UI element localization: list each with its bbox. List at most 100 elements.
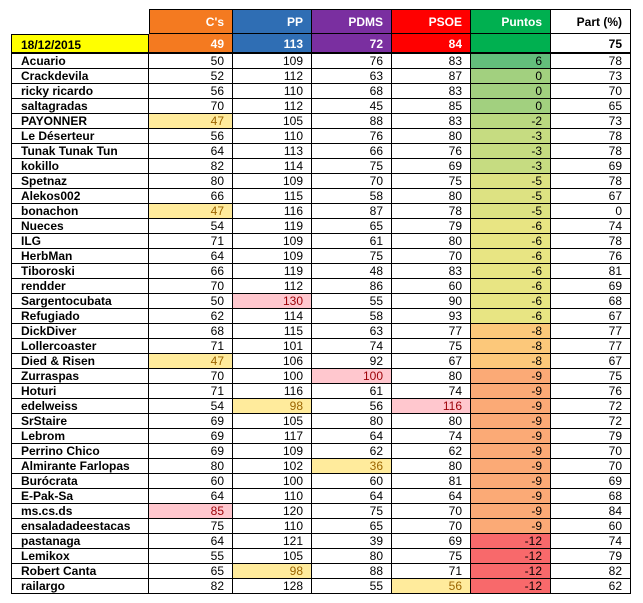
cell-pp: 114 bbox=[233, 309, 312, 324]
cell-psoe: 81 bbox=[392, 474, 471, 489]
row-name: Died & Risen bbox=[11, 354, 149, 369]
cell-cs: 50 bbox=[149, 54, 233, 69]
row-name: SrStaire bbox=[11, 414, 149, 429]
row-name: ricky ricardo bbox=[11, 84, 149, 99]
cell-pp: 110 bbox=[233, 84, 312, 99]
result-pdms: 72 bbox=[312, 34, 392, 54]
cell-part: 73 bbox=[551, 114, 631, 129]
cell-puntos: -9 bbox=[471, 474, 551, 489]
cell-pp: 105 bbox=[233, 414, 312, 429]
header-psoe: PSOE bbox=[392, 9, 471, 34]
cell-pdms: 36 bbox=[312, 459, 392, 474]
cell-cs: 47 bbox=[149, 354, 233, 369]
cell-pdms: 68 bbox=[312, 84, 392, 99]
cell-pp: 113 bbox=[233, 144, 312, 159]
table-row: Sargentocubata 50 130 55 90 -6 68 bbox=[0, 294, 643, 309]
cell-pp: 106 bbox=[233, 354, 312, 369]
row-name: Le Déserteur bbox=[11, 129, 149, 144]
row-name: Lebrom bbox=[11, 429, 149, 444]
result-pp: 113 bbox=[233, 34, 312, 54]
cell-pdms: 63 bbox=[312, 69, 392, 84]
cell-pdms: 64 bbox=[312, 429, 392, 444]
cell-puntos: -3 bbox=[471, 129, 551, 144]
cell-pdms: 62 bbox=[312, 444, 392, 459]
cell-pp: 110 bbox=[233, 489, 312, 504]
cell-psoe: 64 bbox=[392, 489, 471, 504]
cell-pp: 100 bbox=[233, 369, 312, 384]
table-row: Nueces 54 119 65 79 -6 74 bbox=[0, 219, 643, 234]
cell-cs: 69 bbox=[149, 429, 233, 444]
table-row: Alekos002 66 115 58 80 -5 67 bbox=[0, 189, 643, 204]
cell-part: 70 bbox=[551, 84, 631, 99]
cell-cs: 47 bbox=[149, 114, 233, 129]
cell-psoe: 77 bbox=[392, 324, 471, 339]
cell-part: 76 bbox=[551, 249, 631, 264]
cell-cs: 85 bbox=[149, 504, 233, 519]
cell-puntos: -6 bbox=[471, 219, 551, 234]
cell-pdms: 70 bbox=[312, 174, 392, 189]
cell-cs: 65 bbox=[149, 564, 233, 579]
cell-cs: 50 bbox=[149, 294, 233, 309]
table-row: Le Déserteur 56 110 76 80 -3 78 bbox=[0, 129, 643, 144]
cell-puntos: -9 bbox=[471, 369, 551, 384]
cell-psoe: 74 bbox=[392, 429, 471, 444]
row-name: Lollercoaster bbox=[11, 339, 149, 354]
cell-psoe: 93 bbox=[392, 309, 471, 324]
cell-psoe: 80 bbox=[392, 369, 471, 384]
cell-pp: 114 bbox=[233, 159, 312, 174]
cell-psoe: 67 bbox=[392, 354, 471, 369]
row-name: railargo bbox=[11, 579, 149, 594]
cell-part: 74 bbox=[551, 534, 631, 549]
cell-cs: 71 bbox=[149, 384, 233, 399]
table-row: Lebrom 69 117 64 74 -9 79 bbox=[0, 429, 643, 444]
header-part: Part (%) bbox=[551, 9, 631, 34]
row-name: saltagradas bbox=[11, 99, 149, 114]
table-row: Spetnaz 80 109 70 75 -5 78 bbox=[0, 174, 643, 189]
cell-psoe: 80 bbox=[392, 129, 471, 144]
cell-pp: 98 bbox=[233, 564, 312, 579]
cell-puntos: -9 bbox=[471, 489, 551, 504]
cell-psoe: 71 bbox=[392, 564, 471, 579]
row-name: Almirante Farlopas bbox=[11, 459, 149, 474]
cell-psoe: 69 bbox=[392, 534, 471, 549]
header-cs: C's bbox=[149, 9, 233, 34]
cell-puntos: -12 bbox=[471, 579, 551, 594]
cell-part: 72 bbox=[551, 414, 631, 429]
row-name: Robert Canta bbox=[11, 564, 149, 579]
row-name: Spetnaz bbox=[11, 174, 149, 189]
cell-pdms: 100 bbox=[312, 369, 392, 384]
cell-part: 68 bbox=[551, 294, 631, 309]
cell-pdms: 65 bbox=[312, 219, 392, 234]
cell-puntos: -9 bbox=[471, 459, 551, 474]
cell-cs: 80 bbox=[149, 174, 233, 189]
cell-pdms: 66 bbox=[312, 144, 392, 159]
cell-puntos: -5 bbox=[471, 174, 551, 189]
cell-cs: 56 bbox=[149, 129, 233, 144]
cell-pp: 115 bbox=[233, 324, 312, 339]
cell-psoe: 85 bbox=[392, 99, 471, 114]
table-row: ricky ricardo 56 110 68 83 0 70 bbox=[0, 84, 643, 99]
cell-cs: 62 bbox=[149, 309, 233, 324]
cell-puntos: -6 bbox=[471, 234, 551, 249]
cell-pdms: 61 bbox=[312, 234, 392, 249]
cell-pp: 109 bbox=[233, 54, 312, 69]
cell-pdms: 80 bbox=[312, 549, 392, 564]
row-name: E-Pak-Sa bbox=[11, 489, 149, 504]
cell-cs: 70 bbox=[149, 99, 233, 114]
cell-pdms: 80 bbox=[312, 414, 392, 429]
table-row: ms.cs.ds 85 120 75 70 -9 84 bbox=[0, 504, 643, 519]
row-name: Perrino Chico bbox=[11, 444, 149, 459]
cell-pp: 100 bbox=[233, 474, 312, 489]
cell-part: 69 bbox=[551, 159, 631, 174]
cell-cs: 70 bbox=[149, 369, 233, 384]
cell-puntos: -8 bbox=[471, 324, 551, 339]
table-row: DickDiver 68 115 63 77 -8 77 bbox=[0, 324, 643, 339]
cell-cs: 70 bbox=[149, 279, 233, 294]
cell-part: 79 bbox=[551, 549, 631, 564]
cell-pdms: 60 bbox=[312, 474, 392, 489]
cell-pp: 101 bbox=[233, 339, 312, 354]
cell-cs: 75 bbox=[149, 519, 233, 534]
cell-pdms: 75 bbox=[312, 504, 392, 519]
cell-cs: 55 bbox=[149, 549, 233, 564]
